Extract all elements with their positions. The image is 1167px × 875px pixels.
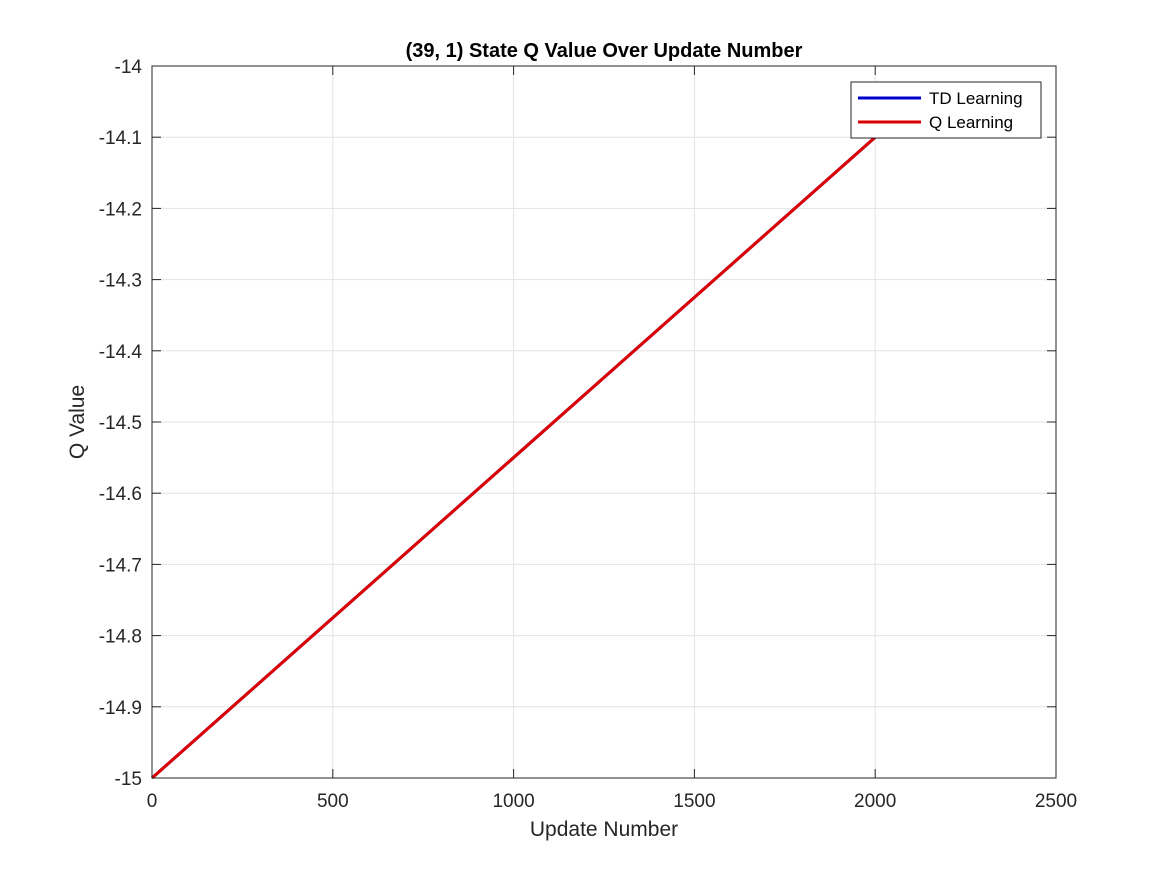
legend-box [850, 81, 1042, 139]
y-tick-label: -14.4 [99, 342, 143, 363]
series-lines [151, 136, 877, 780]
y-tick-label: -14.7 [99, 555, 142, 576]
y-tick-label: -14.3 [99, 271, 142, 292]
y-tick-label: -14.2 [99, 199, 142, 220]
y-tick-label: -14.5 [99, 413, 142, 434]
x-axis-label: Update Number [530, 818, 678, 841]
y-tick-label: -14 [115, 57, 143, 78]
x-tick-label: 0 [147, 791, 158, 812]
x-tick-label: 500 [317, 791, 349, 812]
y-tick-labels: -15 -14.9 -14.8 -14.7 -14.6 -14.5 -14.4 -14.3 -1… [99, 57, 143, 790]
x-tick-label: 2500 [1035, 791, 1077, 812]
y-tick-label: -15 [115, 769, 142, 790]
y-tick-label: -14.6 [99, 484, 142, 505]
x-tick-label: 2000 [854, 791, 896, 812]
legend-label-td-learning: TD Learning [929, 89, 1023, 108]
y-tick-label: -14.9 [99, 698, 142, 719]
plot-frame [151, 65, 1057, 779]
legend: TD Learning Q Learning [850, 81, 1042, 139]
y-tick-label: -14.8 [99, 627, 142, 648]
x-tick-label: 1000 [492, 791, 534, 812]
y-tick-label: -14.1 [99, 128, 142, 149]
chart-title: (39, 1) State Q Value Over Update Number [406, 40, 803, 62]
x-tick-labels: 0 500 1000 1500 2000 2500 [147, 791, 1077, 812]
legend-label-q-learning: Q Learning [929, 113, 1013, 132]
series-line-1 [151, 136, 877, 780]
y-axis-label: Q Value [66, 385, 89, 459]
x-tick-label: 1500 [673, 791, 715, 812]
grid-lines [151, 65, 1057, 779]
